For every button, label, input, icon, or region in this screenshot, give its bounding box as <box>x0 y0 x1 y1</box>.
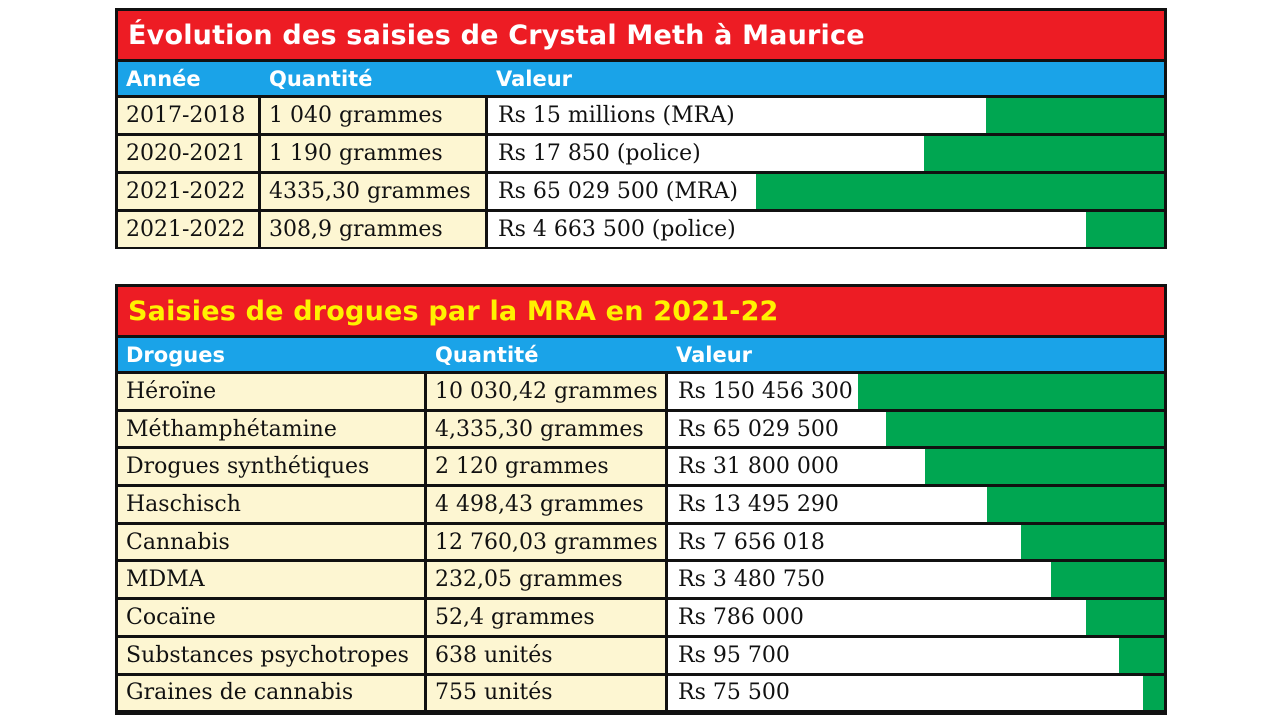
value-bar <box>755 174 1164 209</box>
header-annee: Année <box>118 62 258 95</box>
row-label-cell: Haschisch <box>118 487 424 522</box>
value-text: Rs 17 850 (police) <box>498 141 701 166</box>
value-text: Rs 15 millions (MRA) <box>498 103 735 128</box>
table-row: Méthamphétamine 4,335,30 grammes Rs 65 029… <box>118 411 1164 447</box>
table-row: 2021-2022 4335,30 grammes Rs 65 029 500 (M… <box>118 174 1164 209</box>
value-bar <box>924 136 1164 171</box>
value-cell: Rs 75 500 <box>668 675 1164 711</box>
value-bar <box>1051 562 1164 598</box>
row-label-cell: MDMA <box>118 562 424 598</box>
table-body: 2017-2018 1 040 grammes Rs 15 millions (MR… <box>118 98 1164 247</box>
value-cell: Rs 786 000 <box>668 600 1164 635</box>
header-valeur: Valeur <box>488 62 1164 95</box>
row-label-cell: 2017-2018 <box>118 98 258 133</box>
table-body: Héroïne 10 030,42 grammes Rs 150 456 300 Mé… <box>118 374 1164 711</box>
header-quantite: Quantité <box>427 338 665 371</box>
quantity-cell: 308,9 grammes <box>261 212 485 247</box>
table-row: 2021-2022 308,9 grammes Rs 4 663 500 (poli… <box>118 212 1164 247</box>
header-quantite: Quantité <box>261 62 485 95</box>
quantity-cell: 232,05 grammes <box>427 562 665 598</box>
value-bar <box>1021 524 1164 560</box>
table-row: Héroïne 10 030,42 grammes Rs 150 456 300 <box>118 374 1164 409</box>
value-cell: Rs 17 850 (police) <box>488 136 1164 171</box>
quantity-cell: 10 030,42 grammes <box>427 374 665 409</box>
mra-drug-seizures-table: Saisies de drogues par la MRA en 2021-22… <box>115 284 1167 715</box>
quantity-cell: 638 unités <box>427 637 665 673</box>
quantity-cell: 755 unités <box>427 675 665 711</box>
value-cell: Rs 15 millions (MRA) <box>488 98 1164 133</box>
value-text: Rs 7 656 018 <box>678 529 825 555</box>
row-label-cell: 2021-2022 <box>118 212 258 247</box>
header-drogues: Drogues <box>118 338 424 371</box>
row-label-cell: Substances psychotropes <box>118 637 424 673</box>
table-row: Cannabis 12 760,03 grammes Rs 7 656 018 <box>118 524 1164 560</box>
value-text: Rs 75 500 <box>678 680 790 706</box>
value-bar <box>857 374 1164 409</box>
value-bar <box>1086 600 1164 635</box>
value-cell: Rs 65 029 500 <box>668 411 1164 447</box>
row-label-cell: 2021-2022 <box>118 174 258 209</box>
table-row: Substances psychotropes 638 unités Rs 95 7… <box>118 637 1164 673</box>
row-label-cell: Cannabis <box>118 524 424 560</box>
value-bar <box>886 411 1164 447</box>
table-header-row: Drogues Quantité Valeur <box>118 338 1164 371</box>
row-label-cell: Graines de cannabis <box>118 675 424 711</box>
table-header-row: Année Quantité Valeur <box>118 62 1164 95</box>
table-row: Drogues synthétiques 2 120 grammes Rs 31 8… <box>118 449 1164 485</box>
value-bar <box>985 98 1164 133</box>
quantity-cell: 1 040 grammes <box>261 98 485 133</box>
value-text: Rs 65 029 500 <box>678 416 839 442</box>
table-row: Haschisch 4 498,43 grammes Rs 13 495 290 <box>118 487 1164 522</box>
value-cell: Rs 13 495 290 <box>668 487 1164 522</box>
quantity-cell: 4 498,43 grammes <box>427 487 665 522</box>
value-cell: Rs 95 700 <box>668 637 1164 673</box>
value-cell: Rs 4 663 500 (police) <box>488 212 1164 247</box>
value-cell: Rs 7 656 018 <box>668 524 1164 560</box>
table-row: Cocaïne 52,4 grammes Rs 786 000 <box>118 600 1164 635</box>
row-label-cell: Méthamphétamine <box>118 411 424 447</box>
value-bar <box>986 487 1164 522</box>
value-cell: Rs 3 480 750 <box>668 562 1164 598</box>
value-cell: Rs 65 029 500 (MRA) <box>488 174 1164 209</box>
table-row: 2017-2018 1 040 grammes Rs 15 millions (MR… <box>118 98 1164 133</box>
quantity-cell: 52,4 grammes <box>427 600 665 635</box>
value-cell: Rs 31 800 000 <box>668 449 1164 485</box>
value-text: Rs 150 456 300 <box>678 378 853 404</box>
value-bar <box>1085 212 1164 247</box>
value-text: Rs 95 700 <box>678 642 790 668</box>
row-label-cell: Drogues synthétiques <box>118 449 424 485</box>
table-title: Évolution des saisies de Crystal Meth à … <box>118 11 1164 59</box>
table-row: 2020-2021 1 190 grammes Rs 17 850 (police) <box>118 136 1164 171</box>
value-text: Rs 31 800 000 <box>678 454 839 480</box>
crystal-meth-table: Évolution des saisies de Crystal Meth à … <box>115 8 1167 249</box>
table-row: Graines de cannabis 755 unités Rs 75 500 <box>118 675 1164 711</box>
value-text: Rs 4 663 500 (police) <box>498 217 736 242</box>
table-row: MDMA 232,05 grammes Rs 3 480 750 <box>118 562 1164 598</box>
value-cell: Rs 150 456 300 <box>668 374 1164 409</box>
quantity-cell: 1 190 grammes <box>261 136 485 171</box>
value-text: Rs 13 495 290 <box>678 491 839 517</box>
value-text: Rs 65 029 500 (MRA) <box>498 179 738 204</box>
quantity-cell: 12 760,03 grammes <box>427 524 665 560</box>
row-label-cell: Héroïne <box>118 374 424 409</box>
value-bar <box>925 449 1164 485</box>
quantity-cell: 2 120 grammes <box>427 449 665 485</box>
row-label-cell: 2020-2021 <box>118 136 258 171</box>
value-text: Rs 3 480 750 <box>678 567 825 593</box>
quantity-cell: 4335,30 grammes <box>261 174 485 209</box>
table-title: Saisies de drogues par la MRA en 2021-22 <box>118 287 1164 335</box>
value-bar <box>1118 637 1164 673</box>
value-text: Rs 786 000 <box>678 604 804 630</box>
quantity-cell: 4,335,30 grammes <box>427 411 665 447</box>
row-label-cell: Cocaïne <box>118 600 424 635</box>
value-bar <box>1142 675 1164 711</box>
header-valeur: Valeur <box>668 338 1164 371</box>
